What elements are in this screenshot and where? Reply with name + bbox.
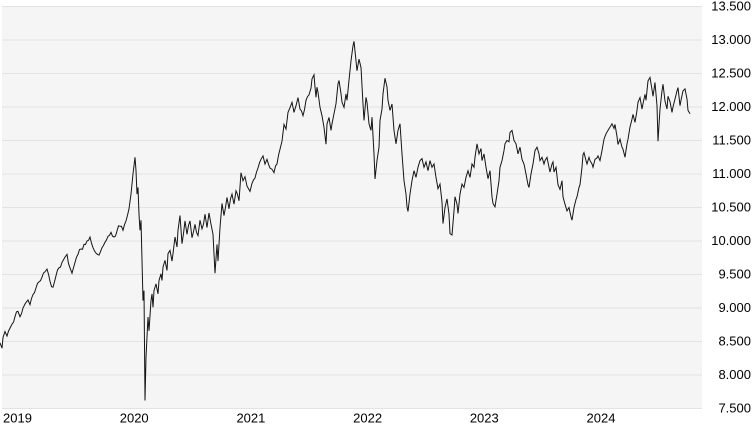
y-axis-label: 7.500 — [718, 400, 751, 415]
x-axis-label: 2023 — [470, 411, 499, 426]
y-axis-label: 10.500 — [711, 199, 751, 214]
y-axis-label: 12.000 — [711, 99, 751, 114]
y-axis-label: 11.000 — [712, 166, 751, 181]
x-axis-label: 2019 — [3, 411, 32, 426]
y-axis-label: 13.000 — [711, 32, 751, 47]
y-axis-label: 8.500 — [718, 333, 751, 348]
y-axis-label: 8.000 — [718, 367, 751, 382]
y-axis-label: 9.000 — [718, 300, 751, 315]
x-axis-label: 2021 — [236, 411, 265, 426]
y-axis-label: 12.500 — [711, 65, 751, 80]
y-axis-label: 13.500 — [711, 0, 751, 13]
y-axis-label: 10.000 — [711, 233, 751, 248]
x-axis-label: 2020 — [120, 411, 149, 426]
price-line-series — [0, 41, 691, 401]
y-axis-label: 9.500 — [718, 266, 751, 281]
x-axis-label: 2024 — [587, 411, 616, 426]
x-axis-label: 2022 — [353, 411, 382, 426]
y-axis-label: 11.500 — [712, 132, 751, 147]
